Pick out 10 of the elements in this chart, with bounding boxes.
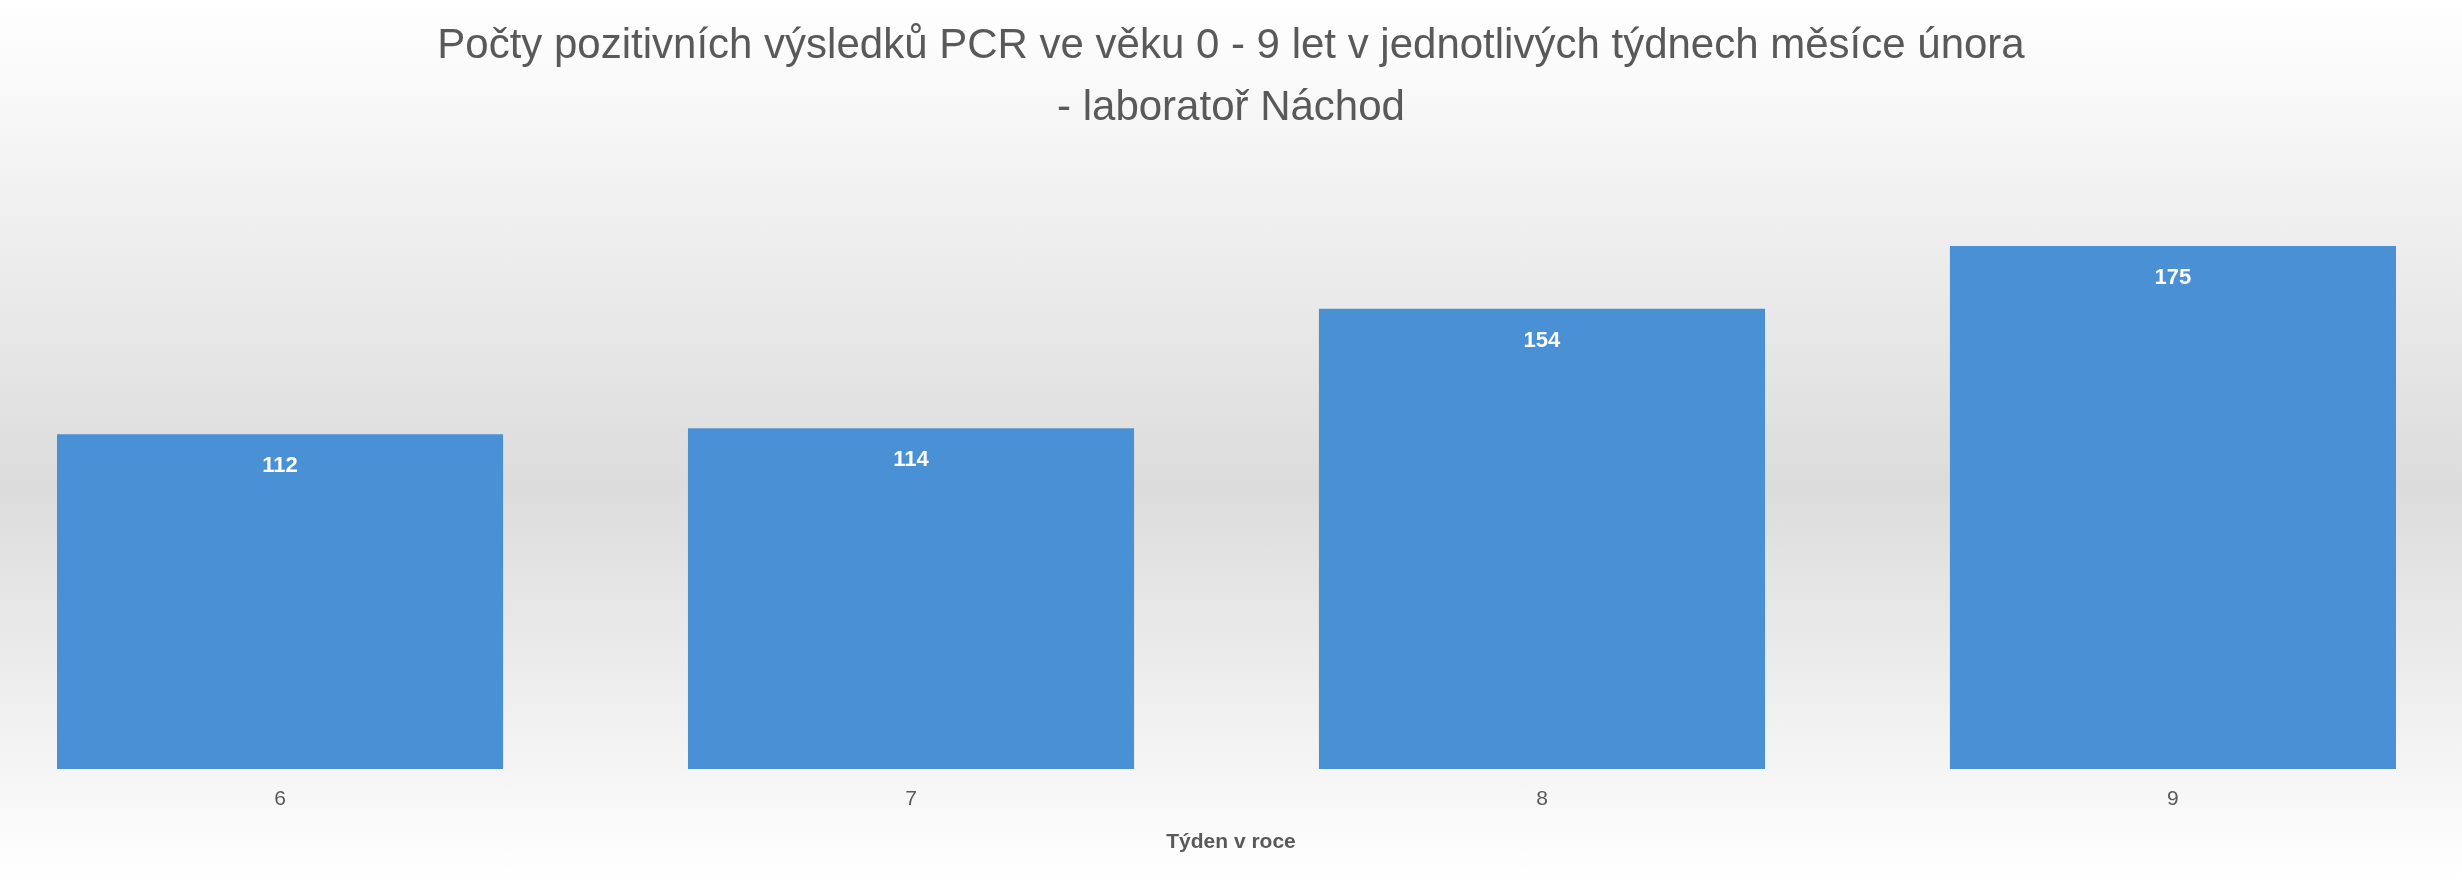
data-label: 175 xyxy=(2154,264,2192,289)
x-tick-label: 9 xyxy=(2167,786,2179,809)
x-tick-label: 6 xyxy=(274,786,286,809)
data-label: 154 xyxy=(1523,326,1562,352)
chart-title: Počty pozitivních výsledků PCR ve věku 0 - 9 let v jednotlivých týdnech měsíce února - laboratoř Náchod xyxy=(437,20,2026,129)
x-tick-label: 7 xyxy=(905,786,917,809)
data-label: 114 xyxy=(893,446,930,472)
x-tick-label: 8 xyxy=(1536,786,1548,809)
x-axis-title: Týden v roce xyxy=(1166,829,1296,852)
data-label: 112 xyxy=(262,452,298,478)
